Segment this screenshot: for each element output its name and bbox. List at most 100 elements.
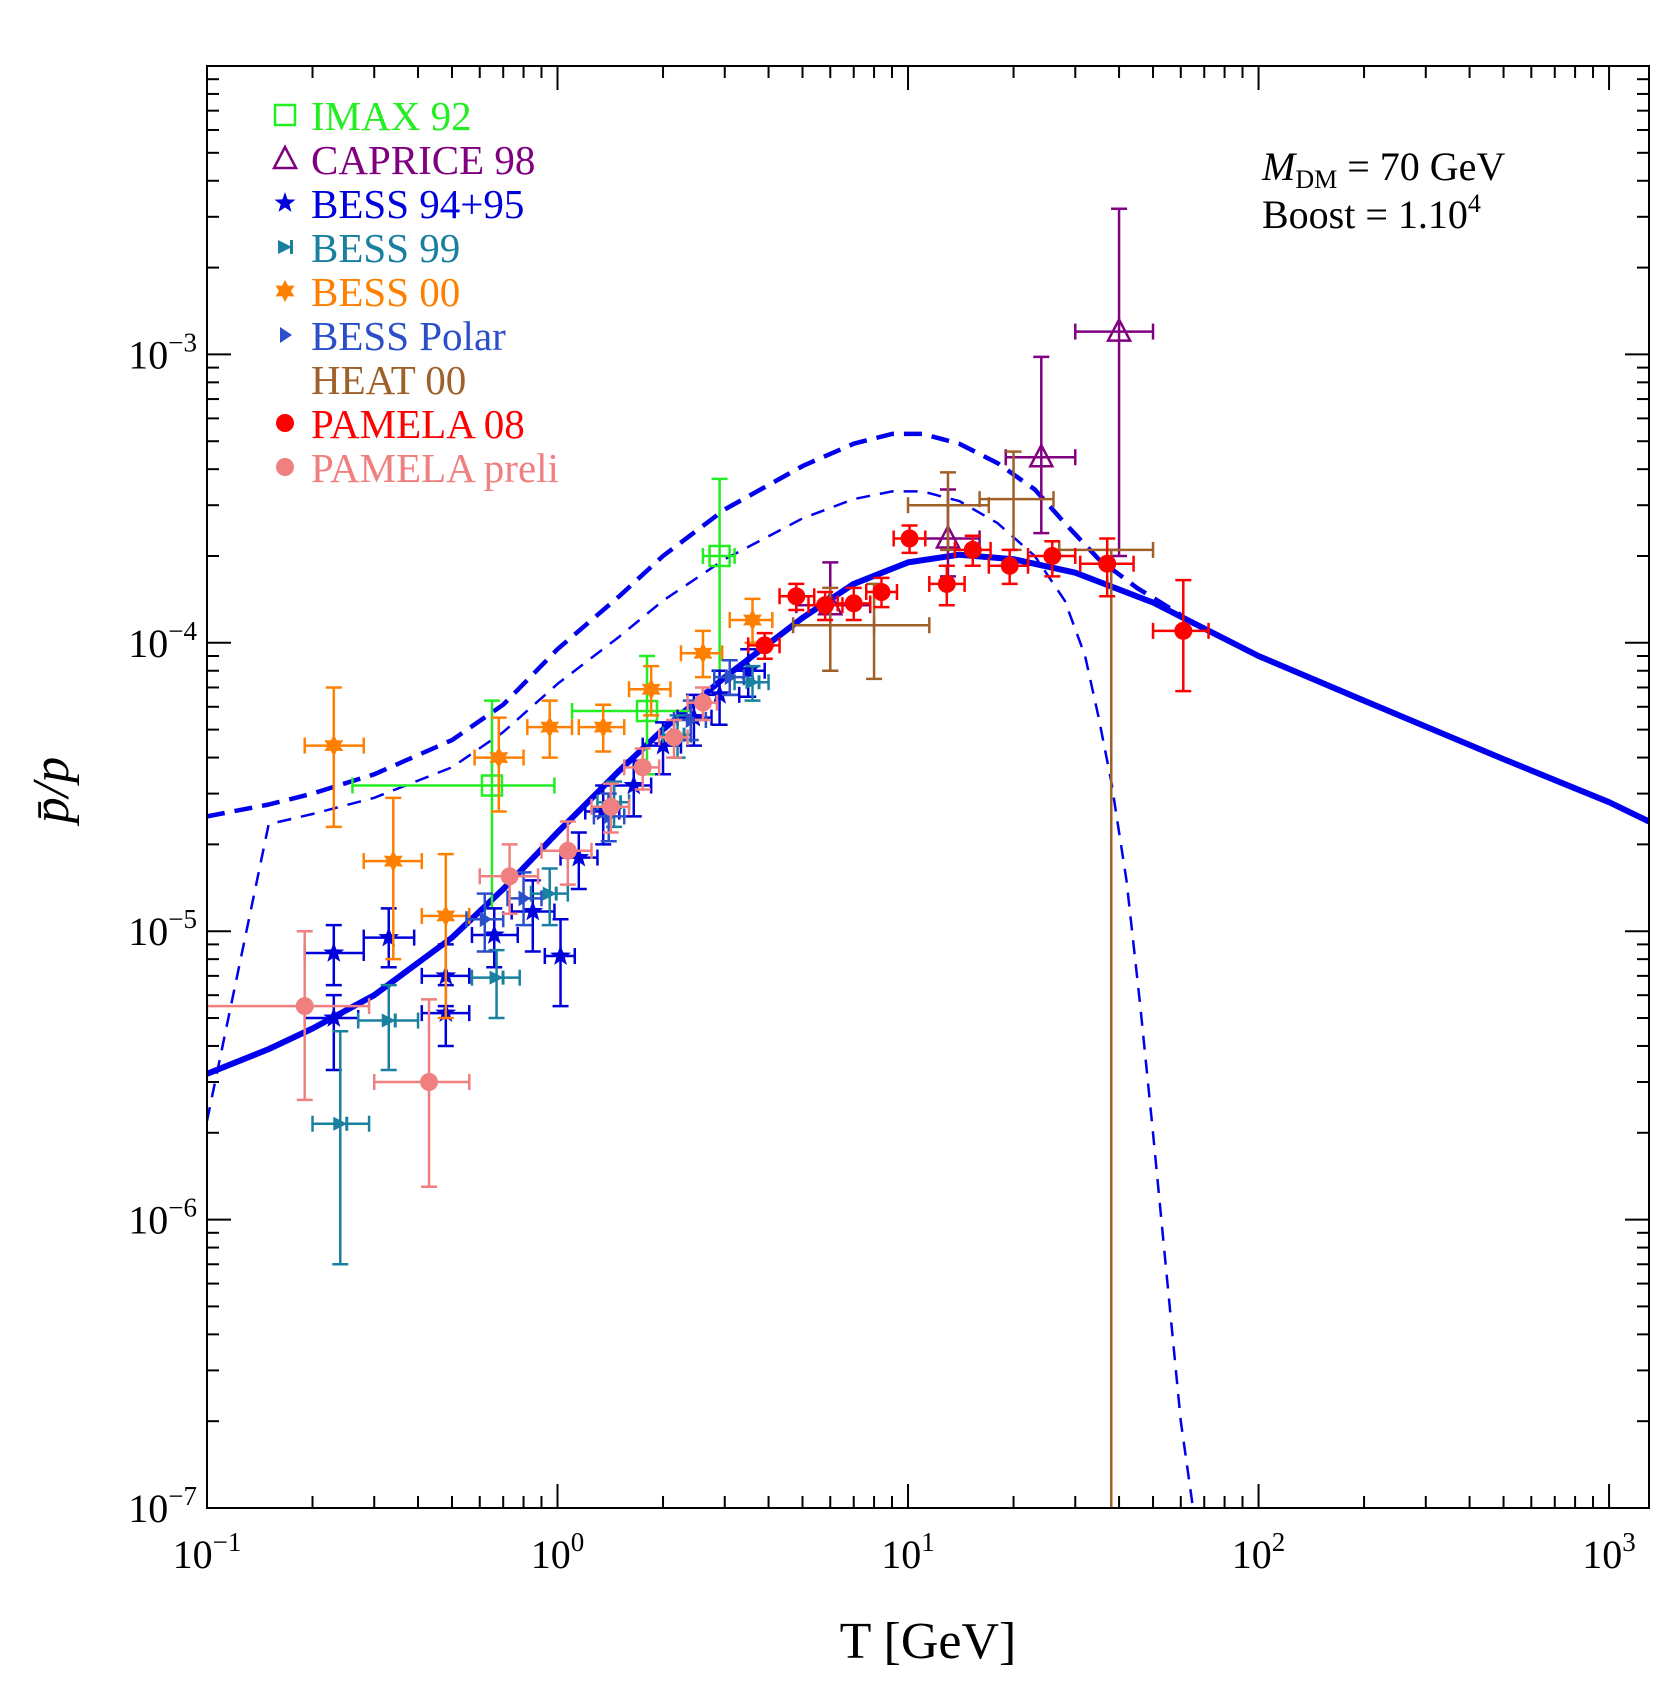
marker-filled-circle xyxy=(816,596,835,615)
marker-bowtie xyxy=(745,675,761,690)
x-tick-label: 101 xyxy=(881,1527,935,1577)
marker-star xyxy=(323,1007,345,1027)
legend-item: PAMELA 08 xyxy=(276,401,525,447)
marker-star xyxy=(709,683,731,704)
marker-filled-circle xyxy=(601,797,620,816)
marker-star6 xyxy=(324,734,344,757)
marker-filled-circle xyxy=(633,758,652,777)
legend-label: BESS Polar xyxy=(311,313,506,359)
annotation-mass-rest: = 70 GeV xyxy=(1337,144,1505,189)
marker-open-square xyxy=(635,699,659,723)
marker-filled-circle xyxy=(1098,554,1117,573)
marker-star xyxy=(522,900,544,921)
marker-filled-circle xyxy=(787,587,806,606)
y-axis-label: p̄/p xyxy=(23,757,80,827)
series-pamela-08 xyxy=(746,524,1210,693)
curve-background-dm-thick- xyxy=(207,431,1182,819)
x-tick-label: 102 xyxy=(1232,1527,1286,1577)
marker-star xyxy=(550,945,571,965)
series-bess-00 xyxy=(303,597,774,1020)
marker-filled-circle xyxy=(500,867,519,886)
marker-star6 xyxy=(383,850,403,873)
marker-bowtie xyxy=(381,1013,397,1028)
y-tick-label: 10−4 xyxy=(128,616,197,666)
annotation: MDM = 70 GeV Boost = 1.104 xyxy=(1261,144,1505,237)
annotation-boost-exp: 4 xyxy=(1468,189,1481,218)
legend-label: HEAT 00 xyxy=(311,357,466,403)
annotation-boost: Boost = 1.104 xyxy=(1262,189,1481,237)
marker-filled-circle xyxy=(937,574,956,593)
marker-star6 xyxy=(743,609,762,631)
legend-label: BESS 00 xyxy=(311,269,460,315)
annotation-mass: MDM = 70 GeV xyxy=(1261,144,1505,194)
marker-star xyxy=(274,192,296,212)
legend-label: PAMELA preli xyxy=(311,445,559,491)
legend-item: IMAX 92 xyxy=(273,93,472,139)
marker-open-square xyxy=(708,544,731,568)
curve-background-dm-thin- xyxy=(207,490,1195,1508)
marker-filled-circle xyxy=(276,458,294,476)
marker-filled-circle xyxy=(1000,556,1019,575)
marker-star6 xyxy=(540,716,560,739)
x-tick-label: 10−1 xyxy=(173,1527,242,1577)
legend-item: BESS Polar xyxy=(280,313,506,359)
marker-filled-circle xyxy=(420,1072,439,1091)
marker-star xyxy=(378,926,400,947)
legend-item: BESS 94+95 xyxy=(274,181,524,227)
marker-star6 xyxy=(436,904,456,927)
marker-star6 xyxy=(275,280,295,302)
marker-filled-circle xyxy=(1174,621,1193,640)
marker-open-square xyxy=(273,103,297,127)
legend-label: IMAX 92 xyxy=(311,93,472,139)
marker-open-triangle xyxy=(1105,316,1133,342)
marker-triangle-right xyxy=(724,669,737,686)
legend-label: CAPRICE 98 xyxy=(311,137,535,183)
legend-item: BESS 99 xyxy=(278,225,460,271)
legend-label: BESS 94+95 xyxy=(311,181,524,227)
legend-item: CAPRICE 98 xyxy=(271,137,535,183)
x-axis-label: T [GeV] xyxy=(840,1613,1017,1670)
marker-filled-circle xyxy=(755,636,774,655)
legend-label: PAMELA 08 xyxy=(311,401,525,447)
marker-filled-circle xyxy=(844,594,863,613)
legend-label: BESS 99 xyxy=(311,225,460,271)
marker-star6 xyxy=(593,716,613,739)
marker-star xyxy=(483,924,505,944)
marker-filled-circle xyxy=(900,529,919,548)
legend-item: HEAT 00 xyxy=(311,357,466,403)
marker-filled-circle xyxy=(295,997,314,1016)
marker-star xyxy=(623,774,645,795)
marker-open-triangle xyxy=(271,144,299,170)
annotation-mass-symbol: M xyxy=(1261,144,1298,189)
y-tick-label: 10−7 xyxy=(128,1481,197,1531)
marker-triangle-right xyxy=(479,911,492,928)
marker-open-triangle xyxy=(1028,442,1055,468)
marker-filled-circle xyxy=(693,693,712,712)
marker-filled-circle xyxy=(665,728,684,747)
x-tick-label: 103 xyxy=(1582,1527,1636,1577)
marker-bowtie xyxy=(333,1116,349,1131)
marker-filled-circle xyxy=(558,841,577,860)
marker-star6 xyxy=(489,746,509,769)
marker-triangle-right xyxy=(280,327,292,343)
marker-star xyxy=(568,846,590,867)
marker-star6 xyxy=(693,642,713,665)
plot-frame xyxy=(206,65,1650,1509)
marker-bowtie xyxy=(542,886,558,901)
marker-star xyxy=(683,706,705,727)
marker-star xyxy=(737,659,759,680)
series-heat-00 xyxy=(791,450,1155,1508)
y-tick-label: 10−6 xyxy=(128,1193,197,1243)
series-pamela-preli xyxy=(207,686,719,1188)
marker-star6 xyxy=(641,678,661,701)
y-tick-label: 10−5 xyxy=(128,904,197,954)
marker-open-square xyxy=(480,774,504,797)
marker-triangle-right xyxy=(685,711,698,728)
legend-item: PAMELA preli xyxy=(276,445,559,491)
series-bess-99 xyxy=(311,664,770,1266)
curve-background xyxy=(207,551,1649,1077)
marker-bowtie xyxy=(489,970,505,985)
marker-filled-circle xyxy=(963,540,982,559)
